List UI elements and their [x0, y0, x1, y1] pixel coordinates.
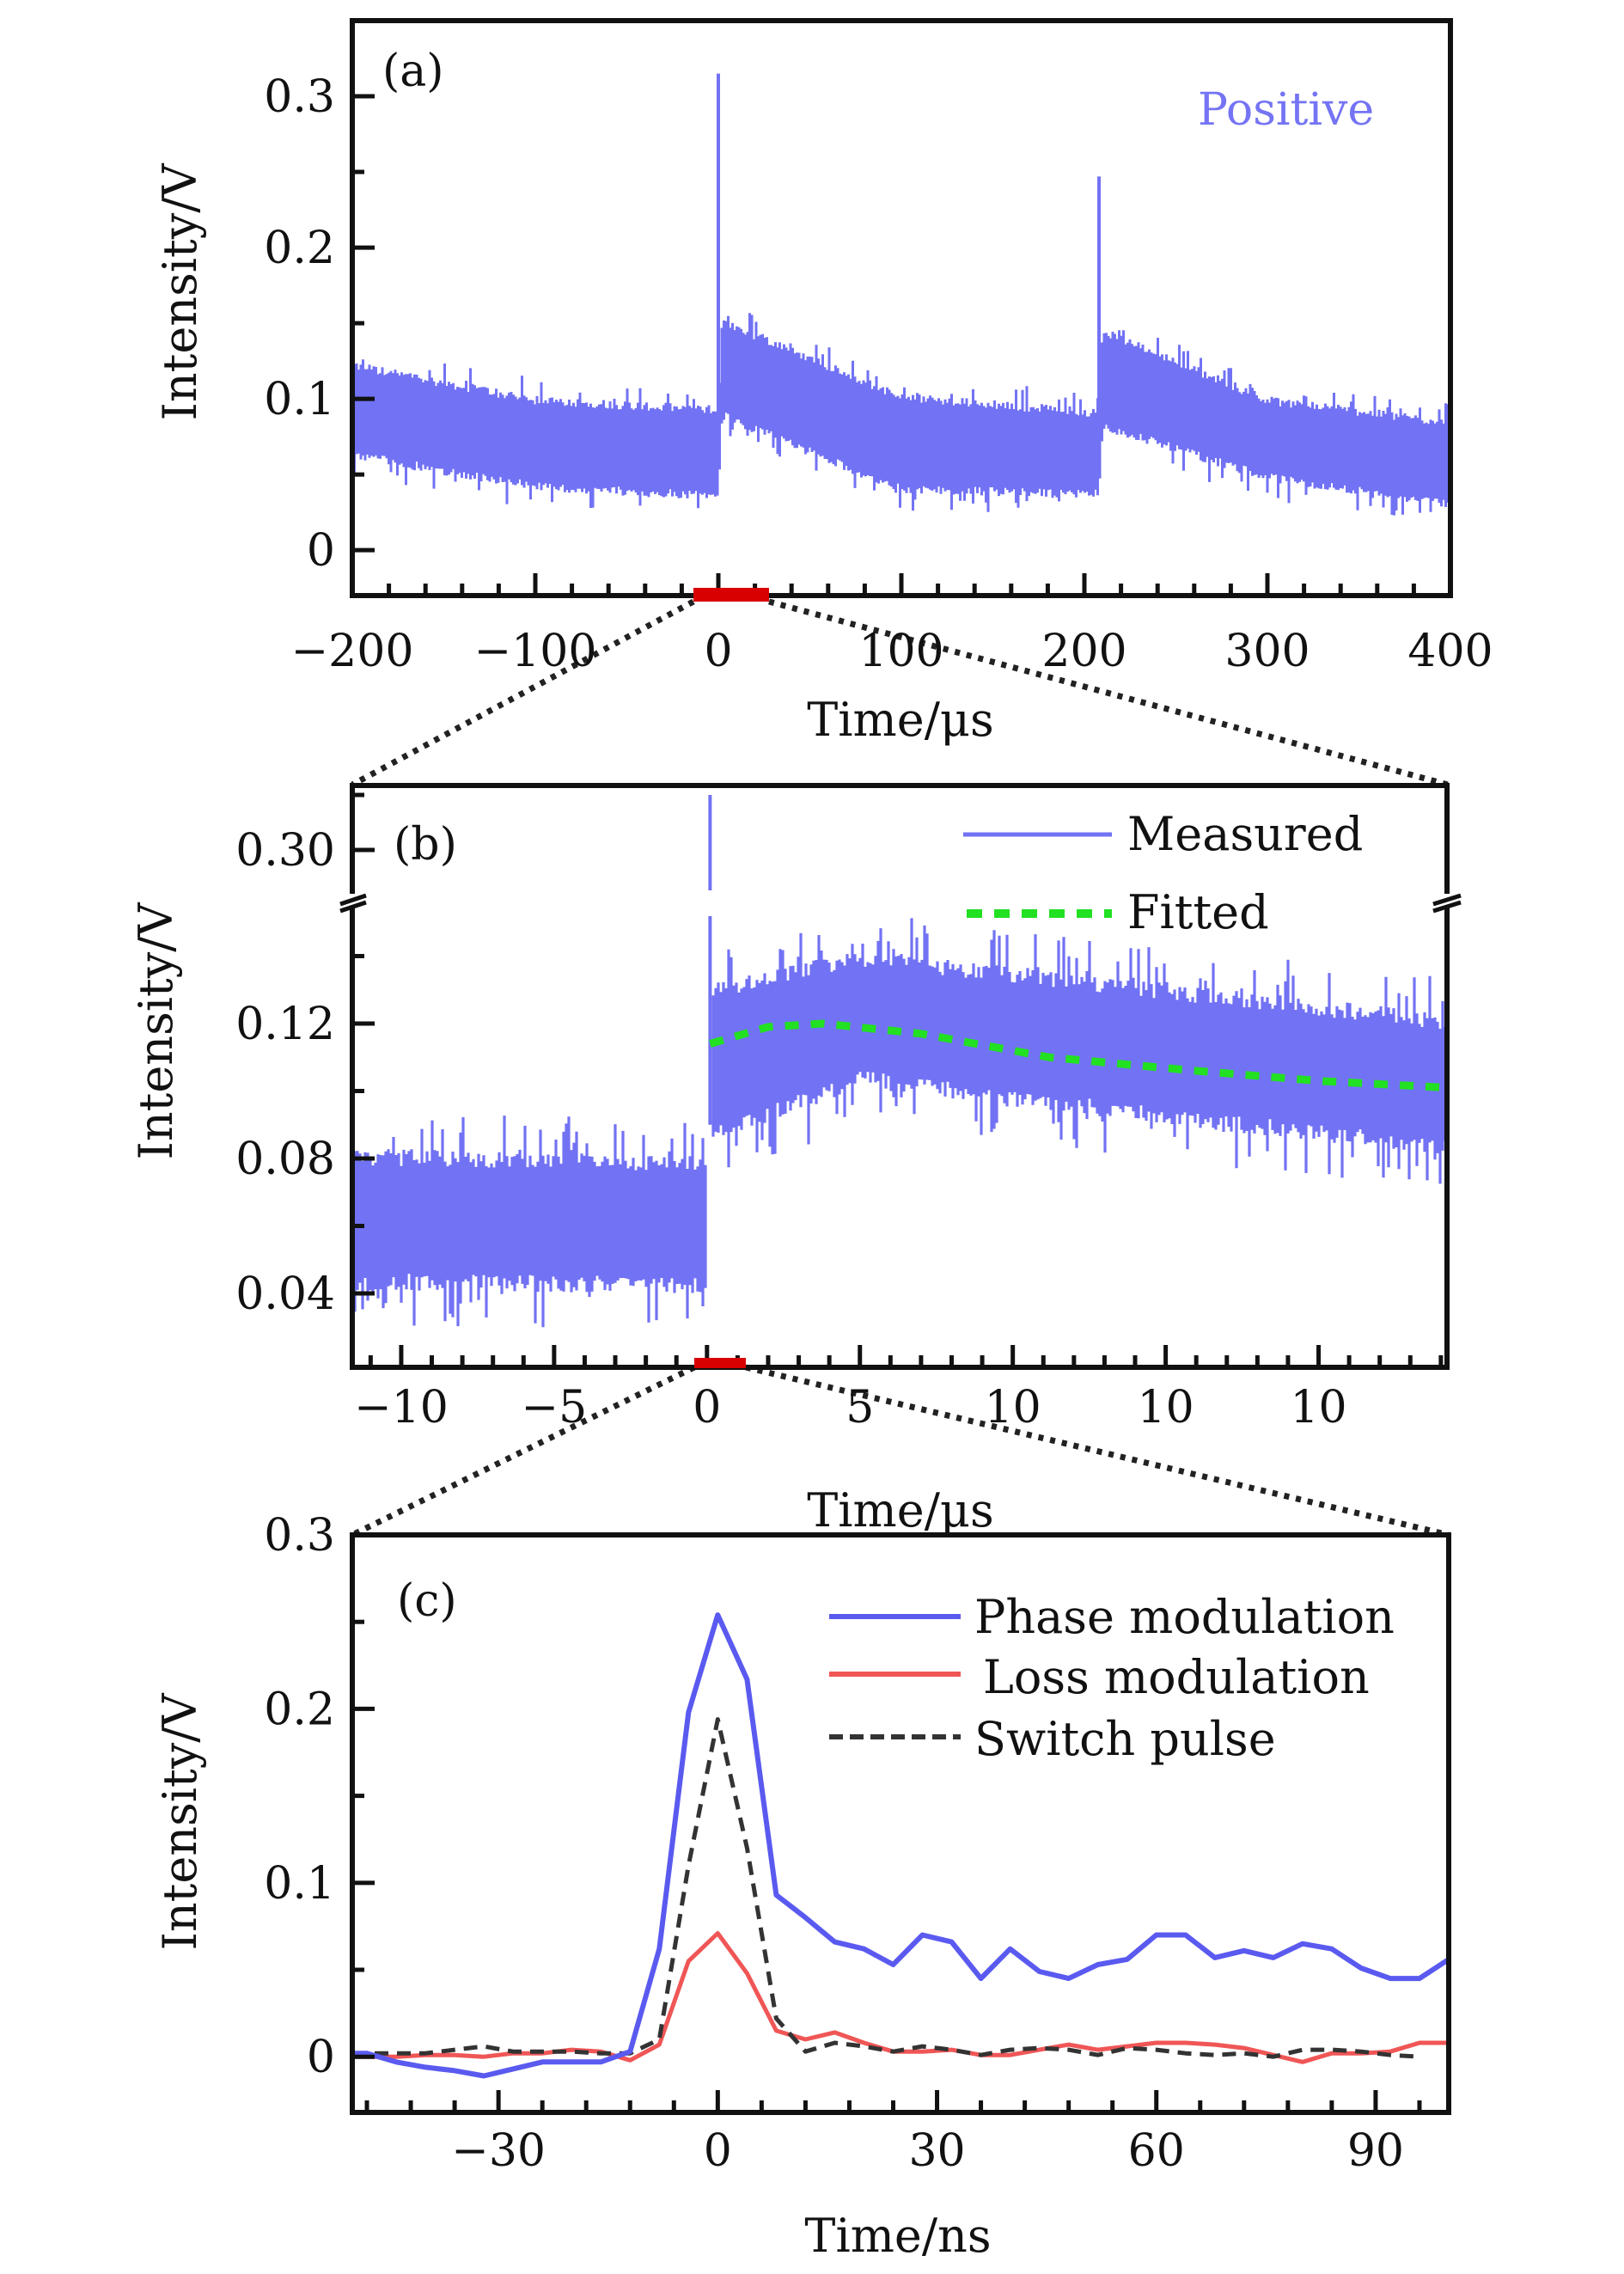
y-tick-label: 0.2	[264, 223, 335, 274]
legend-label-loss-modulation: Loss modulation	[983, 1650, 1370, 1704]
y-tick-label: 0.12	[235, 999, 335, 1050]
y-tick-label: 0	[307, 525, 335, 577]
legend-label-switch-pulse: Switch pulse	[974, 1712, 1276, 1766]
panel-c-label: (c)	[397, 1575, 457, 1627]
x-tick-label: 90	[1347, 2125, 1404, 2177]
y-tick-label: 0.30	[235, 825, 335, 877]
x-tick-label: 10	[985, 1382, 1041, 1433]
panel-c-x-axis-title: Time/ns	[804, 2209, 991, 2263]
panel-c-ticks: −30 0 30 60 90 0 0.1 0.2 0.3	[264, 1510, 1422, 2177]
panel-b-legend: Measured Fitted	[963, 807, 1363, 939]
panel-a: −200 −100 0 100 200 300 400 0 0.1 0.2 0.3 (a) Posi…	[153, 18, 1493, 747]
y-tick-label: 0	[307, 2032, 335, 2083]
connector-b-c-right	[745, 1364, 1450, 1538]
x-tick-label: 0	[704, 626, 732, 677]
x-tick-label: −30	[451, 2125, 546, 2177]
panel-c-legend: Phase modulation Loss modulation Switch …	[829, 1590, 1395, 1766]
switch-pulse-line	[352, 1717, 1420, 2059]
x-tick-label: 400	[1407, 626, 1493, 677]
x-tick-label: 200	[1041, 626, 1126, 677]
panel-b-frame	[350, 783, 1450, 1370]
panel-b-plot-area	[352, 795, 1447, 1328]
connector-a-b-left	[351, 598, 695, 788]
y-tick-label: 0.1	[264, 1858, 335, 1910]
x-tick-label: 60	[1128, 2125, 1185, 2177]
x-tick-label: 30	[908, 2125, 965, 2177]
legend-label-measured: Measured	[1127, 807, 1363, 861]
panel-b-label: (b)	[394, 819, 457, 871]
y-tick-label: 0.3	[264, 1510, 335, 1562]
fitted-curve	[709, 1019, 1447, 1092]
legend-label-fitted: Fitted	[1127, 885, 1269, 939]
panel-a-y-axis-title: Intensity/V	[153, 163, 207, 421]
x-tick-label: 100	[858, 626, 943, 677]
legend-label-phase-modulation: Phase modulation	[974, 1590, 1395, 1644]
x-tick-label: −5	[522, 1382, 588, 1433]
panel-a-x-axis-title: Time/μs	[807, 693, 993, 747]
y-tick-label: 0.3	[264, 71, 335, 123]
panel-b-x-axis-title: Time/μs	[807, 1483, 993, 1537]
y-tick-label: 0.04	[235, 1268, 335, 1320]
axis-break-left-icon	[339, 893, 367, 914]
x-tick-label: 10	[1138, 1382, 1194, 1433]
panel-a-plot-area	[352, 73, 1450, 516]
panel-b-zoom-region	[694, 1358, 746, 1368]
y-tick-label: 0.1	[264, 374, 335, 425]
panel-a-zoom-region	[693, 588, 769, 602]
y-tick-label: 0.08	[235, 1134, 335, 1185]
x-tick-label: 5	[846, 1382, 874, 1433]
x-tick-label: 0	[704, 2125, 732, 2177]
x-tick-label: 300	[1224, 626, 1310, 677]
zoom-connectors	[351, 598, 1450, 1538]
x-tick-label: 0	[693, 1382, 721, 1433]
x-tick-label: −10	[354, 1382, 449, 1433]
panel-b-y-axis-title: Intensity/V	[129, 902, 183, 1160]
panel-c-y-axis-title: Intensity/V	[153, 1693, 207, 1951]
panel-b-ticks: −10 −5 0 5 10 10 10 0.04 0.08 0.12 0.30	[235, 792, 1444, 1433]
axis-break-right-icon	[1432, 893, 1462, 914]
panel-c-plot-area	[352, 1612, 1449, 2079]
panel-c-frame	[350, 1532, 1451, 2115]
panel-a-label: (a)	[382, 46, 444, 97]
connector-a-b-right	[768, 598, 1449, 788]
y-tick-label: 0.2	[264, 1684, 335, 1735]
x-tick-label: 10	[1290, 1382, 1346, 1433]
measured-trace-a	[352, 313, 1450, 516]
x-tick-label: −200	[291, 626, 414, 677]
panel-c: −30 0 30 60 90 0 0.1 0.2 0.3 (c) Phase modulatio…	[153, 1510, 1451, 2263]
connector-b-c-left	[351, 1364, 696, 1538]
positive-annotation: Positive	[1198, 84, 1374, 136]
x-tick-label: −100	[474, 626, 597, 677]
panel-b: −10 −5 0 5 10 10 10 0.04 0.08 0.12 0.30 (b) Measur…	[129, 783, 1462, 1537]
